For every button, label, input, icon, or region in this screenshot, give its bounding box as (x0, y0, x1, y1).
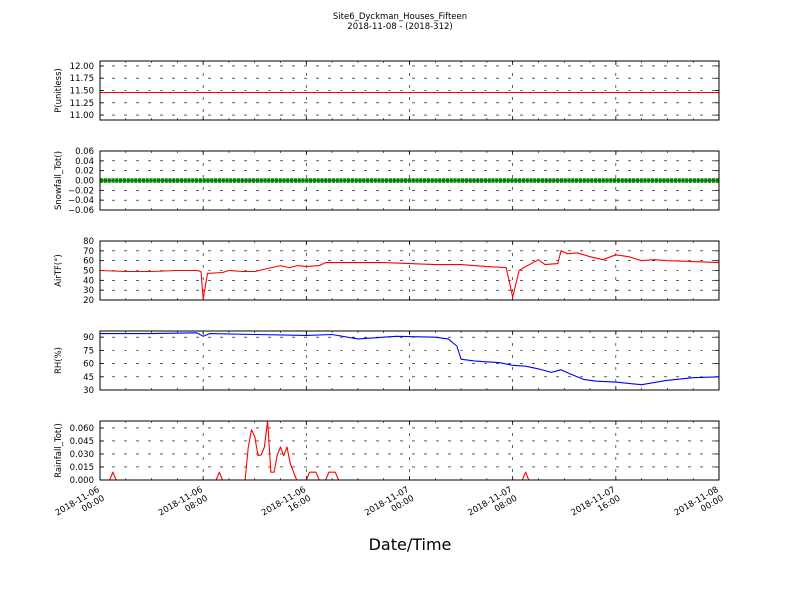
y-tick-label: 0.045 (70, 437, 94, 447)
x-axis-label: Date/Time (369, 535, 452, 554)
x-tick-label: 2018-11-0716:00 (570, 485, 623, 527)
y-axis-label: RH(%) (54, 347, 64, 374)
y-tick-label: 60 (83, 257, 94, 267)
panel-frame (99, 60, 720, 121)
y-tick-label: 20 (83, 296, 94, 306)
x-tick-label: 2018-11-0700:00 (363, 485, 416, 527)
y-tick-label: 90 (83, 333, 94, 343)
panel-frame (99, 240, 720, 301)
y-axis-label: AirTF(°) (54, 254, 64, 287)
y-tick-label: −0.04 (68, 196, 94, 206)
y-tick-label: −0.02 (68, 186, 94, 196)
y-tick-label: 0.04 (75, 157, 94, 167)
series-line (100, 332, 720, 386)
chart-title-line2: 2018-11-08 - (2018-312) (347, 22, 452, 32)
y-tick-label: 11.00 (70, 111, 94, 121)
y-tick-label: 11.25 (70, 99, 94, 109)
y-tick-label: −0.06 (68, 206, 94, 216)
y-tick-label: 11.50 (70, 87, 94, 97)
y-tick-label: 80 (83, 237, 94, 247)
series-line (100, 420, 719, 481)
y-tick-label: 60 (83, 360, 94, 370)
x-tick-label: 2018-11-0800:00 (673, 485, 726, 527)
y-tick-label: 0.015 (70, 463, 94, 473)
x-tick-label: 2018-11-0616:00 (260, 485, 313, 527)
y-tick-label: 40 (83, 276, 94, 286)
panel-2: −0.06−0.04−0.020.000.020.040.06 Snowfall_… (54, 147, 720, 216)
x-tick-label: 2018-11-0600:00 (54, 485, 107, 527)
y-tick-label: 50 (83, 267, 94, 277)
panel-5: 0.000 0.015 0.030 0.045 0.060 Rainfall_Tot() (54, 420, 720, 486)
y-tick-label: 30 (83, 386, 94, 396)
y-axis-label: Snowfall_Tot() (54, 151, 64, 210)
panel-frame (99, 330, 720, 391)
panel-4: 30 45 60 75 90 RH(%) (54, 330, 720, 396)
y-tick-label: 75 (83, 346, 94, 356)
y-axis-label: P(unitless) (54, 68, 64, 113)
x-tick-label: 2018-11-0708:00 (466, 485, 519, 527)
y-tick-label: 0.060 (70, 424, 94, 434)
y-tick-label: 0.030 (70, 450, 94, 460)
y-axis-label: Rainfall_Tot() (54, 423, 64, 478)
panel-1: 11.00 11.25 11.50 11.75 12.00 P(unitless) (54, 60, 720, 121)
y-tick-label: 0.06 (75, 147, 94, 157)
y-tick-label: 30 (83, 286, 94, 296)
series-line (99, 250, 720, 300)
y-tick-label: 45 (83, 373, 94, 383)
y-tick-label: 11.75 (70, 74, 94, 84)
y-tick-label: 0.00 (75, 177, 94, 187)
chart-title-line1: Site6_Dyckman_Houses_Fifteen (333, 12, 467, 22)
panel-frame (99, 150, 720, 211)
y-tick-label: 70 (83, 247, 94, 257)
y-tick-label: 0.000 (70, 476, 94, 486)
panel-frame (99, 420, 720, 481)
x-tick-label: 2018-11-0608:00 (157, 485, 210, 527)
y-tick-label: 0.02 (75, 167, 94, 177)
y-tick-label: 12.00 (70, 62, 94, 72)
